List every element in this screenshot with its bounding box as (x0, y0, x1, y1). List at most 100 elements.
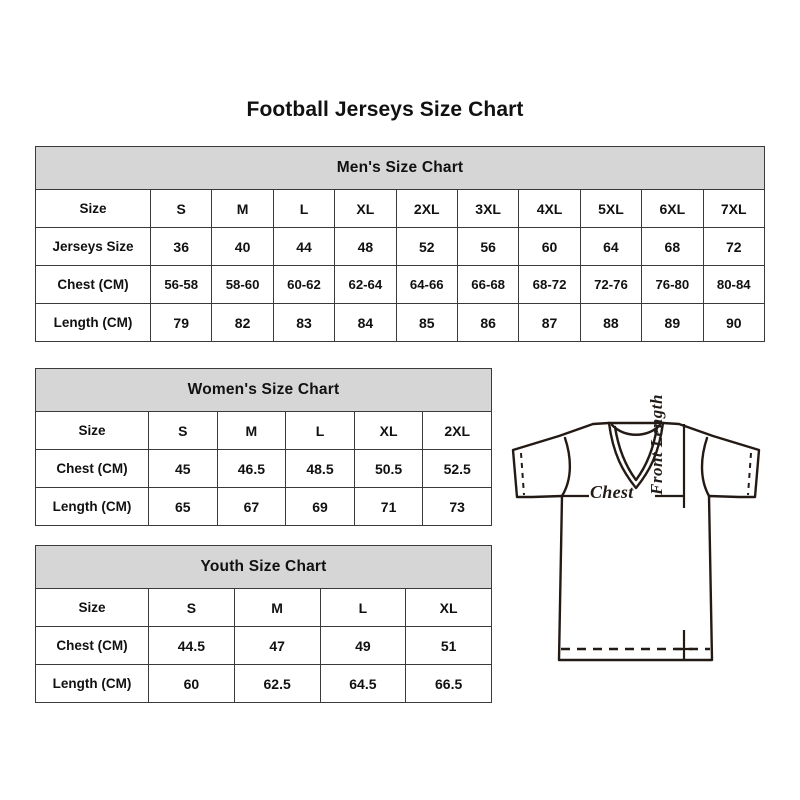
table-cell: 87 (518, 303, 581, 342)
table-cell: 46.5 (216, 449, 287, 488)
front-length-measurement-label: Front Length (647, 394, 666, 495)
column-header: L (272, 189, 336, 228)
row-label: Chest (CM) (35, 449, 149, 488)
row-label: Length (CM) (35, 664, 149, 703)
table-row: Chest (CM) 45 46.5 48.5 50.5 52.5 (35, 449, 492, 488)
sleeve-cuff-dashed-left (520, 452, 525, 496)
column-header: M (233, 588, 321, 627)
table-cell: 60 (518, 227, 581, 266)
table-band-row: Youth Size Chart (35, 545, 492, 589)
column-header: XL (405, 588, 492, 627)
column-header: M (211, 189, 274, 228)
table-cell: 36 (149, 227, 213, 266)
table-cell: 68 (641, 227, 704, 266)
table-row: Chest (CM) 44.5 47 49 51 (35, 626, 492, 665)
column-header: S (149, 189, 213, 228)
table-cell: 72-76 (579, 265, 643, 304)
womens-size-table: Women's Size Chart Size S M L XL 2XL Che… (35, 368, 492, 526)
table-cell: 88 (579, 303, 643, 342)
column-header: L (285, 411, 355, 450)
table-cell: 64-66 (395, 265, 458, 304)
jersey-outline-icon (511, 421, 761, 662)
table-cell: 62.5 (233, 664, 321, 703)
column-header: 2XL (422, 411, 492, 450)
table-cell: 56-58 (149, 265, 213, 304)
column-header: 6XL (641, 189, 704, 228)
row-label: Jerseys Size (35, 227, 151, 266)
youth-table-title: Youth Size Chart (35, 545, 492, 589)
table-cell: 69 (285, 487, 355, 526)
column-header: 4XL (518, 189, 581, 228)
table-band-row: Men's Size Chart (35, 146, 765, 190)
front-length-measure-line (675, 424, 693, 660)
mens-size-table: Men's Size Chart Size S M L XL 2XL 3XL 4… (35, 146, 766, 342)
row-label: Length (CM) (35, 303, 151, 342)
table-cell: 65 (148, 487, 218, 526)
column-header: 7XL (702, 189, 766, 228)
table-cell: 66.5 (405, 664, 492, 703)
column-header: XL (334, 189, 397, 228)
youth-size-table: Youth Size Chart Size S M L XL Chest (CM… (35, 545, 492, 703)
table-cell: 86 (456, 303, 520, 342)
table-cell: 49 (319, 626, 407, 665)
table-cell: 72 (702, 227, 766, 266)
table-cell: 84 (334, 303, 397, 342)
column-header: S (148, 411, 218, 450)
column-header-size: Size (35, 411, 149, 450)
table-cell: 82 (211, 303, 274, 342)
table-cell: 66-68 (456, 265, 520, 304)
table-cell: 90 (702, 303, 766, 342)
table-cell: 80-84 (702, 265, 766, 304)
mens-table-title: Men's Size Chart (35, 146, 765, 190)
table-row: Length (CM) 65 67 69 71 73 (35, 487, 492, 526)
table-cell: 60 (148, 664, 235, 703)
table-cell: 67 (216, 487, 287, 526)
table-cell: 83 (272, 303, 336, 342)
table-cell: 60-62 (272, 265, 336, 304)
table-cell: 68-72 (518, 265, 581, 304)
column-header: XL (353, 411, 424, 450)
table-cell: 50.5 (353, 449, 424, 488)
table-cell: 85 (395, 303, 458, 342)
sleeve-cuff-dashed-right (747, 452, 752, 496)
table-cell: 48.5 (285, 449, 355, 488)
table-cell: 73 (422, 487, 492, 526)
table-header-row: Size S M L XL 2XL (35, 411, 492, 450)
column-header: S (148, 588, 235, 627)
table-cell: 52.5 (422, 449, 492, 488)
column-header: 3XL (456, 189, 520, 228)
table-cell: 56 (456, 227, 520, 266)
table-cell: 76-80 (641, 265, 704, 304)
page-title: Football Jerseys Size Chart (246, 98, 524, 121)
table-cell: 64 (579, 227, 643, 266)
column-header-size: Size (35, 189, 151, 228)
womens-table-title: Women's Size Chart (35, 368, 492, 412)
table-cell: 40 (211, 227, 274, 266)
table-cell: 52 (395, 227, 458, 266)
table-row: Length (CM) 60 62.5 64.5 66.5 (35, 664, 492, 703)
table-row: Chest (CM) 56-58 58-60 60-62 62-64 64-66… (35, 265, 766, 304)
table-cell: 71 (353, 487, 424, 526)
jersey-measurement-diagram (497, 398, 785, 688)
row-label: Length (CM) (35, 487, 149, 526)
table-band-row: Women's Size Chart (35, 368, 492, 412)
column-header: 5XL (579, 189, 643, 228)
table-cell: 47 (233, 626, 321, 665)
column-header: M (216, 411, 287, 450)
table-cell: 44.5 (148, 626, 235, 665)
row-label: Chest (CM) (35, 265, 151, 304)
table-cell: 48 (334, 227, 397, 266)
table-cell: 64.5 (319, 664, 407, 703)
table-header-row: Size S M L XL 2XL 3XL 4XL 5XL 6XL 7XL (35, 189, 766, 228)
column-header: L (319, 588, 407, 627)
chest-measurement-label: Chest (590, 482, 634, 502)
table-cell: 58-60 (211, 265, 274, 304)
column-header: 2XL (395, 189, 458, 228)
table-cell: 44 (272, 227, 336, 266)
table-cell: 62-64 (334, 265, 397, 304)
table-row: Jerseys Size 36 40 44 48 52 56 60 64 68 … (35, 227, 766, 266)
table-header-row: Size S M L XL (35, 588, 492, 627)
table-cell: 89 (641, 303, 704, 342)
row-label: Chest (CM) (35, 626, 149, 665)
table-row: Length (CM) 79 82 83 84 85 86 87 88 89 9… (35, 303, 766, 342)
